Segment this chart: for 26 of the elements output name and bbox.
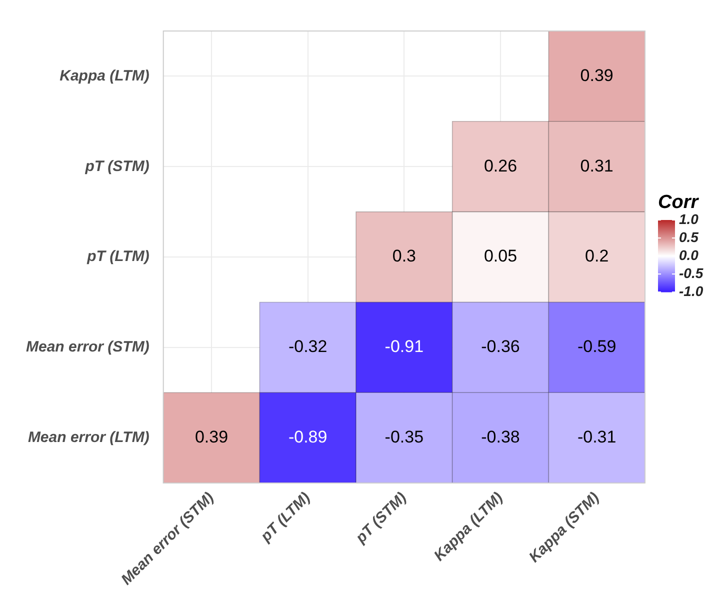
data-label: 0.3 (392, 246, 416, 266)
data-label: 0.39 (580, 66, 614, 85)
data-label: -0.36 (481, 337, 520, 356)
y-tick-label: Kappa (LTM) (60, 67, 150, 84)
data-label: 0.2 (585, 246, 609, 266)
color-bar-label: -1.0 (679, 282, 704, 299)
y-tick-label: pT (STM) (84, 158, 150, 175)
data-label: -0.59 (577, 337, 616, 356)
color-bar-label: 0.5 (679, 228, 699, 245)
data-label: 0.26 (484, 156, 518, 176)
data-label: -0.32 (288, 337, 328, 356)
y-tick-label: pT (LTM) (86, 248, 150, 266)
data-label: 0.39 (194, 428, 228, 447)
data-label: -0.35 (384, 428, 424, 447)
y-tick-label: Mean error (STM) (26, 338, 150, 356)
y-tick-label: Mean error (LTM) (28, 428, 150, 446)
color-bar-label: 1.0 (679, 210, 699, 227)
color-bar-label: 0.0 (679, 246, 699, 263)
color-bar-title: Corr (658, 192, 700, 213)
color-bar-label: -0.5 (679, 264, 704, 281)
data-label: 0.05 (484, 246, 518, 266)
data-label: -0.89 (288, 428, 328, 447)
data-label: -0.31 (577, 428, 616, 447)
data-label: -0.38 (481, 428, 520, 447)
data-label: -0.91 (384, 337, 424, 356)
data-label: 0.31 (580, 156, 614, 176)
